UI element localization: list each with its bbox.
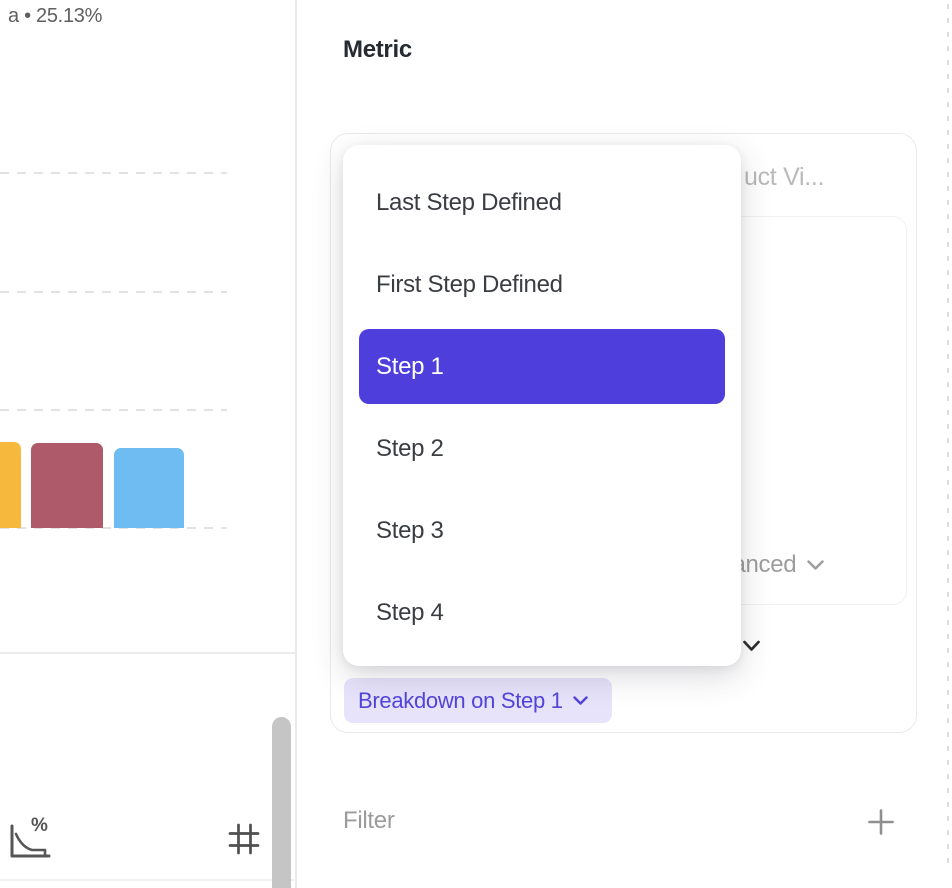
conversion-chart-percent-icon[interactable]: %: [5, 813, 52, 863]
chart-section-divider: [0, 652, 296, 654]
dropdown-option[interactable]: Step 4: [376, 598, 444, 626]
add-filter-button[interactable]: [868, 809, 894, 835]
event-name-truncated[interactable]: uct Vi...: [744, 163, 825, 191]
dropdown-option[interactable]: First Step Defined: [376, 270, 563, 298]
footer-divider: [0, 879, 294, 881]
chevron-down-icon[interactable]: [743, 640, 760, 652]
breakdown-chip[interactable]: Breakdown on Step 1: [344, 678, 612, 723]
vertical-scrollbar-thumb[interactable]: [272, 717, 291, 888]
chart-gridline: [0, 172, 227, 174]
funnel-bar: [114, 448, 184, 528]
dropdown-option[interactable]: Step 2: [376, 434, 444, 462]
drop-zone-dashed-edge: [947, 4, 949, 870]
plus-icon: [868, 809, 894, 835]
metric-dropdown: Last Step Defined First Step Defined Step …: [343, 145, 741, 666]
chart-gridline: [0, 527, 227, 529]
funnel-bar: [31, 443, 103, 528]
breakdown-chip-label: Breakdown on Step 1: [358, 687, 563, 713]
funnel-bar: [0, 442, 21, 528]
chevron-down-icon: [572, 695, 588, 706]
dropdown-option[interactable]: Last Step Defined: [376, 188, 562, 216]
panel-divider: [295, 0, 297, 888]
grid-hash-icon[interactable]: [225, 820, 263, 858]
series-value-label: a • 25.13%: [8, 5, 103, 27]
chart-gridline: [0, 291, 227, 293]
chevron-down-icon: [807, 559, 825, 571]
filter-section-label: Filter: [343, 807, 395, 834]
dropdown-option[interactable]: Step 1: [359, 329, 725, 404]
svg-text:%: %: [31, 815, 48, 836]
chart-gridline: [0, 409, 227, 411]
dropdown-option[interactable]: Step 3: [376, 516, 444, 544]
section-title-metric: Metric: [343, 36, 412, 63]
